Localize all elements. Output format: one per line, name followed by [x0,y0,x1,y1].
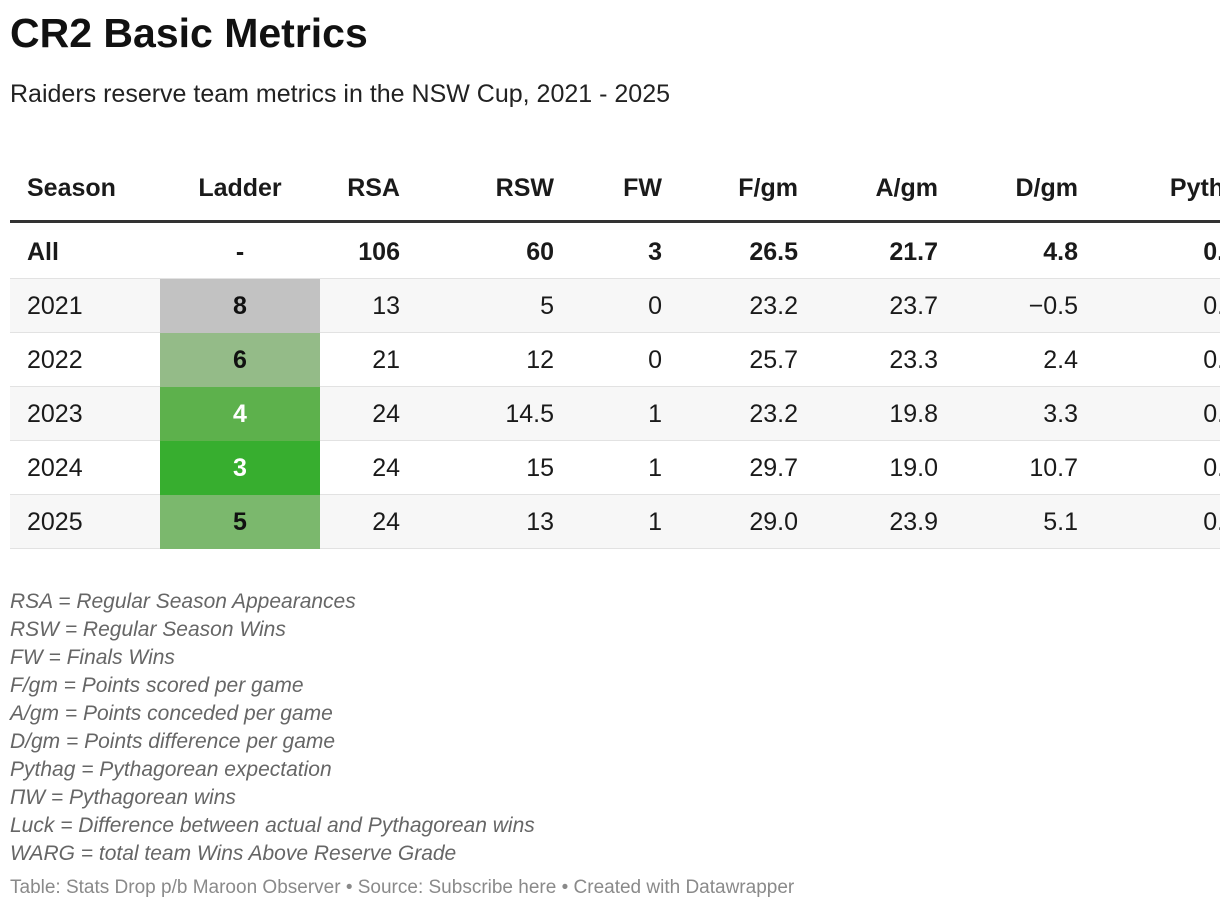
cell: 21.7 [889,238,938,266]
table: Season Ladder RSA RSW FW F/gm A/gm D/gm Pytha All… [10,160,1220,550]
column-header: Ladder [198,174,282,202]
cell: 60 [526,238,554,266]
cell: 2023 [27,400,83,428]
note: Pythag = Pythagorean expectation [10,758,332,781]
cell: 0.5 [1203,508,1220,536]
cell: 23.2 [749,400,798,428]
note: F/gm = Points scored per game [10,674,304,697]
header-rule [10,220,1220,223]
cell: 0.5 [1203,400,1220,428]
column-header: Pytha [1169,174,1220,202]
cell: - [235,238,245,266]
cell: 1 [648,454,662,482]
column-header: D/gm [1015,174,1079,202]
cell: 24 [372,400,400,428]
column-header: RSW [495,174,554,202]
cell: 0.4 [1203,292,1220,320]
column-header: A/gm [875,174,939,202]
note: ΠW = Pythagorean wins [10,786,236,809]
cell: 23.2 [749,292,798,320]
cell: 14.5 [505,400,554,428]
cell: 2024 [27,454,83,482]
column-header: FW [623,174,662,202]
cell: −0.5 [1028,292,1078,320]
notes: RSA = Regular Season Appearances RSW = Re… [10,588,535,868]
cell: 0 [648,346,662,374]
cell: 2022 [27,346,83,374]
footer: Table: Stats Drop p/b Maroon Observer • … [10,877,795,898]
cell: 24 [372,454,400,482]
cell: 3 [648,238,662,266]
cell: 23.3 [889,346,938,374]
cell: 5 [160,495,320,549]
cell: 24 [372,508,400,536]
cell: 2021 [27,292,83,320]
note: RSA = Regular Season Appearances [10,590,356,613]
column-header: RSA [347,174,400,202]
cell: 2025 [27,508,83,536]
note: RSW = Regular Season Wins [10,618,286,641]
cell: 1 [648,508,662,536]
cell: 29.0 [749,508,798,536]
cell: 5 [540,292,554,320]
cell: 1 [648,400,662,428]
note: Luck = Difference between actual and Pyt… [10,814,535,837]
cell: 12 [526,346,554,374]
cell: 2.4 [1043,346,1078,374]
cell: All [27,238,59,266]
cell: 0.5 [1203,238,1220,266]
title: CR2 Basic Metrics [10,10,368,56]
cell: 25.7 [749,346,798,374]
cell: 10.7 [1029,454,1078,482]
cell: 0.7 [1203,454,1220,482]
cell: 0 [648,292,662,320]
cell: 21 [372,346,400,374]
cell: 106 [358,238,400,266]
column-header: F/gm [738,174,798,202]
row [10,225,1220,279]
subtitle: Raiders reserve team metrics in the NSW … [10,80,670,108]
note: WARG = total team Wins Above Reserve Gra… [10,842,457,865]
cell: 26.5 [749,238,798,266]
cell: 3.3 [1043,400,1078,428]
note: D/gm = Points difference per game [10,730,336,753]
cell: 8 [160,279,320,333]
cell: 0.5 [1203,346,1220,374]
cell: 19.8 [889,400,938,428]
column-header: Season [27,174,116,202]
cell: 4 [160,387,320,441]
cell: 23.9 [889,508,938,536]
cell: 5.1 [1043,508,1078,536]
cell: 15 [526,454,554,482]
note: FW = Finals Wins [10,646,175,669]
cell: 13 [526,508,554,536]
cell: 19.0 [889,454,938,482]
cell: 6 [160,333,320,387]
cell: 4.8 [1043,238,1078,266]
cell: 13 [372,292,400,320]
note: A/gm = Points conceded per game [10,702,333,725]
cell: 23.7 [889,292,938,320]
cell: 29.7 [749,454,798,482]
cell: 3 [160,441,320,495]
